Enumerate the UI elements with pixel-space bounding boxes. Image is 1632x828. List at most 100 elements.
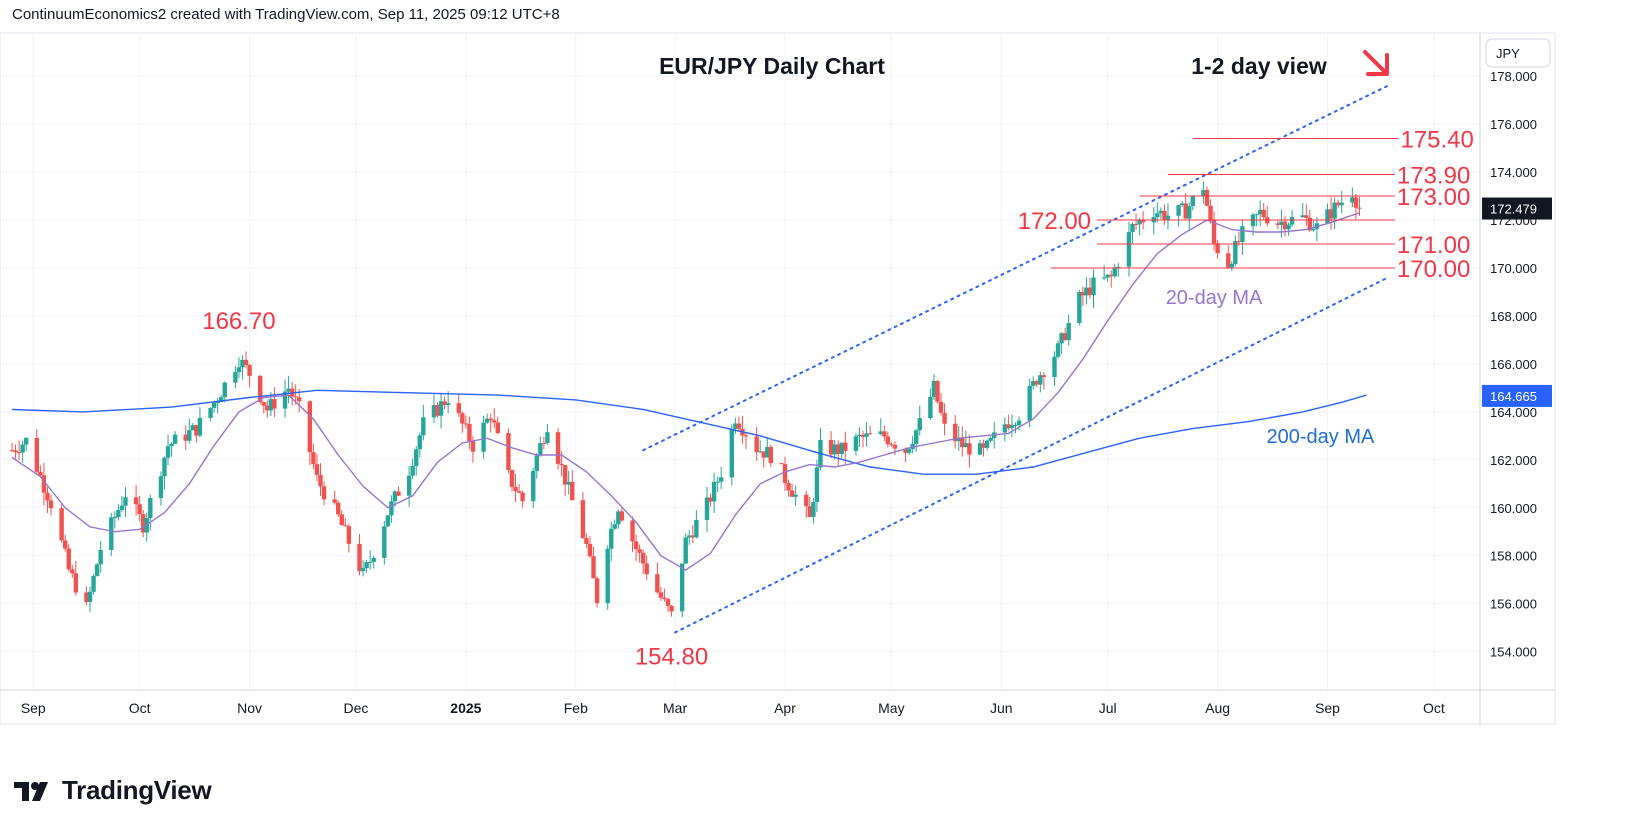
candle-body bbox=[1325, 209, 1330, 224]
candle-body bbox=[1140, 220, 1146, 223]
candle-body bbox=[1165, 215, 1171, 220]
candle bbox=[360, 560, 366, 577]
candle-body bbox=[669, 605, 674, 612]
candle bbox=[793, 485, 798, 506]
candle-body bbox=[960, 437, 965, 448]
candle-body bbox=[1183, 203, 1188, 219]
candle-body bbox=[757, 451, 763, 453]
candle bbox=[1215, 240, 1220, 259]
candle-body bbox=[1006, 424, 1011, 429]
candle bbox=[1002, 417, 1008, 442]
candle bbox=[687, 529, 692, 545]
candle bbox=[754, 426, 759, 461]
candle-body bbox=[1116, 266, 1121, 269]
tradingview-brand[interactable]: TradingView bbox=[14, 775, 212, 806]
candle-body bbox=[882, 431, 887, 437]
candle-body bbox=[988, 437, 993, 441]
series-label: 20-day MA bbox=[1166, 287, 1263, 309]
candle-body bbox=[371, 557, 376, 562]
candle bbox=[814, 459, 820, 513]
candle bbox=[860, 430, 866, 448]
candle bbox=[903, 447, 908, 462]
candle-body bbox=[190, 425, 196, 431]
candle-body bbox=[662, 597, 667, 599]
candle-body bbox=[1289, 217, 1295, 225]
candle-body bbox=[240, 359, 245, 368]
candle bbox=[1133, 213, 1139, 230]
eurjpy-chart[interactable]: 154.000 156.000 158.000 160.000 162.000 164.0… bbox=[0, 0, 1632, 760]
candle-body bbox=[1179, 203, 1185, 206]
candle bbox=[41, 462, 47, 506]
candle bbox=[357, 534, 362, 576]
candle bbox=[1289, 210, 1295, 228]
candle bbox=[133, 485, 139, 516]
candle bbox=[1208, 199, 1213, 224]
candle bbox=[431, 394, 437, 423]
candle bbox=[414, 446, 419, 476]
candle-body bbox=[247, 365, 252, 376]
candle-body bbox=[1236, 241, 1242, 243]
candle bbox=[87, 586, 93, 613]
candle-body bbox=[1080, 292, 1086, 296]
candle bbox=[73, 560, 79, 596]
candle bbox=[481, 415, 486, 459]
candle bbox=[70, 564, 75, 578]
candle bbox=[864, 422, 869, 447]
candle bbox=[711, 472, 717, 513]
candle-body bbox=[1101, 277, 1107, 279]
candle bbox=[960, 426, 965, 457]
candle-body bbox=[591, 556, 596, 579]
candle bbox=[243, 351, 249, 369]
candle bbox=[538, 436, 543, 457]
candle-body bbox=[1031, 381, 1036, 386]
candle bbox=[878, 418, 883, 436]
candle-body bbox=[903, 448, 908, 453]
x-tick-label: Jul bbox=[1099, 700, 1117, 716]
candle-body bbox=[481, 422, 486, 452]
x-tick-label: Apr bbox=[774, 700, 796, 716]
candle bbox=[612, 519, 618, 530]
candle bbox=[247, 364, 252, 388]
candle-body bbox=[789, 490, 795, 497]
candle bbox=[321, 481, 327, 506]
candle-body bbox=[605, 548, 610, 604]
candle-body bbox=[16, 452, 22, 454]
candle-body bbox=[9, 450, 15, 452]
candle-body bbox=[45, 492, 50, 501]
candle bbox=[743, 432, 749, 449]
candle bbox=[679, 563, 685, 618]
candle bbox=[62, 534, 68, 552]
candle-body bbox=[655, 574, 660, 593]
candle-body bbox=[683, 537, 688, 564]
tradingview-wordmark: TradingView bbox=[62, 775, 212, 805]
y-tick-label: 154.000 bbox=[1490, 645, 1537, 660]
candle bbox=[843, 431, 848, 464]
candle bbox=[367, 550, 373, 570]
candle bbox=[616, 509, 621, 529]
candle-body bbox=[534, 455, 539, 471]
candle-body bbox=[1013, 424, 1018, 426]
candle bbox=[314, 453, 320, 482]
candle bbox=[265, 400, 270, 418]
candle bbox=[1080, 286, 1086, 306]
candle bbox=[867, 425, 873, 435]
candle-body bbox=[158, 476, 164, 498]
candle-body bbox=[1055, 343, 1061, 357]
candle bbox=[183, 425, 188, 450]
candle-body bbox=[1087, 287, 1093, 296]
candle-body bbox=[541, 443, 547, 445]
candle-body bbox=[183, 434, 188, 441]
y-tick-label: 160.000 bbox=[1490, 501, 1537, 516]
candle-body bbox=[112, 517, 118, 519]
candle bbox=[1179, 201, 1185, 207]
price-badge-bg bbox=[1482, 197, 1552, 220]
candle-body bbox=[261, 402, 266, 406]
x-tick-label: Mar bbox=[663, 700, 687, 716]
candle bbox=[1031, 376, 1036, 390]
candle bbox=[520, 490, 525, 508]
candle-body bbox=[1328, 209, 1334, 219]
candle bbox=[1325, 203, 1330, 225]
candle bbox=[733, 417, 738, 434]
candle-body bbox=[1300, 215, 1305, 218]
candle-body bbox=[307, 401, 313, 453]
